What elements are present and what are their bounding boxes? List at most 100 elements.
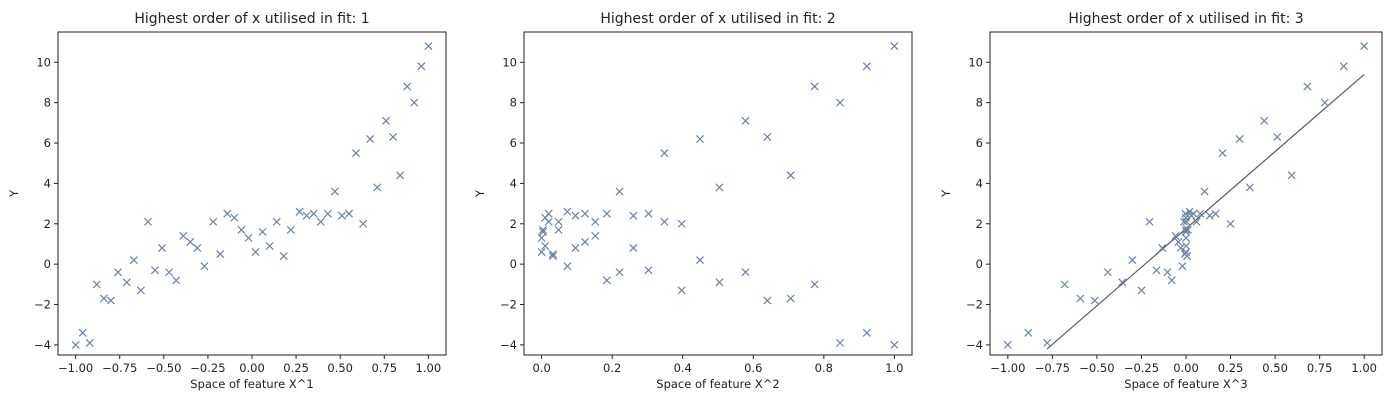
data-point-marker [1167,276,1176,285]
data-point-marker [591,231,600,240]
chart-panel-2: Highest order of x utilised in fit: 2 0.0… [473,11,913,391]
data-point-marker [554,225,563,234]
data-point-marker [193,243,202,253]
data-point-marker [537,233,546,242]
y-tick-label: 4 [44,176,51,190]
data-point-marker [1185,207,1194,216]
data-point-marker [396,171,405,180]
data-point-marker [1145,217,1154,226]
data-point-marker [403,82,412,91]
data-point-marker [352,149,361,158]
data-point-marker [410,98,419,107]
y-tick-label: 10 [968,55,983,69]
data-point-marker [92,280,101,289]
data-point-marker [1003,340,1012,349]
data-point-marker [890,340,899,349]
y-axis-label: Y [939,189,953,198]
data-point-marker [660,217,669,226]
data-point-marker [763,296,772,305]
data-point-marker [571,211,580,220]
data-point-marker [602,276,611,285]
x-tick-label: 0.50 [327,361,353,375]
data-point-marker [1303,82,1312,91]
x-tick-label: −0.75 [1035,361,1070,375]
data-point-marker [389,132,398,141]
y-axis-label: Y [473,189,487,198]
data-point-marker [323,209,332,218]
data-point-marker [644,266,653,275]
y-tick-label: 0 [510,257,517,271]
y-tick-label: 8 [510,96,517,110]
data-point-marker [563,262,572,271]
x-tick-label: 0.50 [1262,361,1288,375]
data-point-marker [1176,243,1185,253]
data-point-marker [136,286,145,295]
data-point-marker [1320,98,1329,107]
data-point-marker [644,209,653,218]
data-point-marker [373,183,382,192]
x-tick-label: 0.00 [239,361,265,375]
y-tick-label: 2 [976,217,983,231]
data-point-marker [890,42,899,51]
data-point-marker [1339,62,1348,71]
x-tick-label: 0.0 [532,361,550,375]
data-point-marker [741,268,750,277]
chart-title: Highest order of x utilised in fit: 2 [600,11,835,27]
data-point-marker [1137,286,1146,295]
data-point-marker [1183,225,1192,234]
data-point-marker [382,116,391,125]
x-tick-label: −0.75 [102,361,137,375]
chart-title: Highest order of x utilised in fit: 3 [1068,11,1303,27]
data-point-marker [330,187,339,196]
data-point-marker [836,98,845,107]
data-point-marker [677,286,686,295]
y-tick-label: 10 [36,55,51,69]
x-tick-label: −0.50 [1079,361,1114,375]
x-tick-label: −0.25 [1124,361,1159,375]
data-point-marker [1152,266,1161,275]
data-point-marker [309,209,318,218]
x-tick-label: −1.00 [990,361,1025,375]
y-tick-label: 6 [510,136,517,150]
data-point-marker [1171,231,1180,240]
data-point-marker [1235,134,1244,144]
data-point-marker [237,225,246,234]
y-tick-label: −2 [500,298,517,312]
data-point-marker [359,219,368,228]
data-point-marker [544,217,553,226]
data-point-marker [539,225,548,234]
data-point-marker [695,256,705,265]
x-tick-label: 0.75 [1307,361,1333,375]
x-tick-label: 0.25 [1218,361,1244,375]
data-point-marker [71,340,80,349]
data-point-marker [1178,262,1187,271]
data-point-marker [810,280,819,289]
data-point-marker [537,248,546,257]
data-point-marker [272,217,281,226]
data-point-marker [230,213,239,222]
data-point-marker [1189,209,1198,218]
x-tick-label: 0.8 [815,361,833,375]
data-point-marker [1211,209,1220,218]
data-point-marker [1192,217,1201,226]
data-point-marker [106,296,115,305]
data-point-marker [258,227,267,236]
data-point-marker [113,268,122,277]
fit-line [1046,73,1365,350]
y-axis-label: Y [7,189,21,198]
data-point-marker [1090,296,1099,305]
data-point-marker [172,276,181,285]
data-point-marker [541,241,550,251]
data-point-marker [99,294,108,303]
data-point-marker [1182,241,1191,251]
data-point-marker [715,278,724,287]
y-tick-label: −4 [500,338,517,352]
data-point-marker [1183,252,1192,261]
data-point-marker [165,268,174,277]
data-point-marker [571,243,580,253]
data-point-marker [1118,278,1127,287]
y-tick-label: 10 [502,55,517,69]
y-tick-label: 2 [510,217,517,231]
data-point-marker [1158,243,1167,253]
data-point-marker [223,209,232,218]
